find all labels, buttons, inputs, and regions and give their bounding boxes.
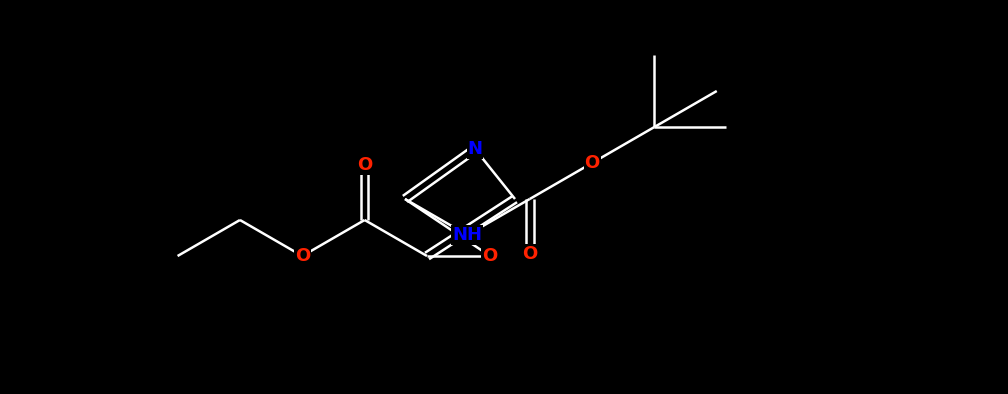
Text: N: N: [468, 140, 483, 158]
Text: NH: NH: [453, 226, 483, 244]
Text: O: O: [585, 154, 600, 172]
Text: O: O: [294, 247, 309, 265]
Text: O: O: [522, 245, 537, 263]
Text: O: O: [357, 156, 372, 174]
Text: O: O: [483, 247, 498, 265]
